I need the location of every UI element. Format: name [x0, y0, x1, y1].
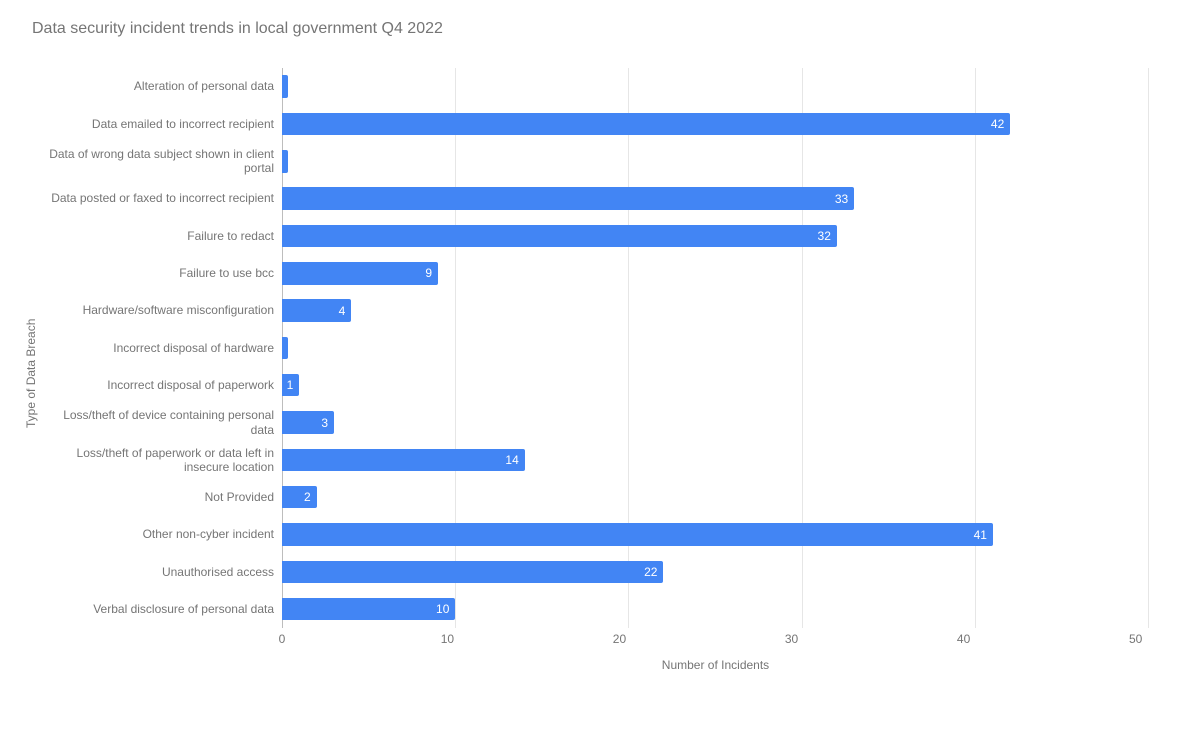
y-axis-label: Data posted or faxed to incorrect recipi… — [42, 180, 274, 217]
y-axis-label: Data of wrong data subject shown in clie… — [42, 143, 274, 180]
bar-value-label: 9 — [425, 266, 432, 280]
bar-row: 14 — [282, 441, 1149, 478]
bar-row: 32 — [282, 217, 1149, 254]
y-axis-title: Type of Data Breach — [20, 68, 42, 678]
y-axis-label: Loss/theft of paperwork or data left in … — [42, 441, 274, 478]
bar-value-label: 14 — [505, 453, 518, 467]
bar: 41 — [282, 523, 993, 545]
bar-value-label: 2 — [304, 490, 311, 504]
bar — [282, 337, 288, 359]
bar-value-label: 41 — [974, 528, 987, 542]
x-axis-tick: 10 — [441, 632, 454, 646]
x-axis-tick: 30 — [785, 632, 798, 646]
bar-value-label: 42 — [991, 117, 1004, 131]
bar: 32 — [282, 225, 837, 247]
y-axis-label: Data emailed to incorrect recipient — [42, 105, 274, 142]
bar: 10 — [282, 598, 455, 620]
x-axis-title: Number of Incidents — [282, 658, 1149, 672]
bars-zone: 4233329413142412210 01020304050 Number o… — [282, 68, 1149, 628]
bars-stack: 4233329413142412210 — [282, 68, 1149, 628]
bar: 1 — [282, 374, 299, 396]
bar-row — [282, 329, 1149, 366]
bar — [282, 150, 288, 172]
y-axis-label: Failure to use bcc — [42, 255, 274, 292]
bar: 22 — [282, 561, 663, 583]
y-axis-label: Not Provided — [42, 479, 274, 516]
bar: 9 — [282, 262, 438, 284]
y-axis-label: Incorrect disposal of paperwork — [42, 367, 274, 404]
plot-area: Type of Data Breach Alteration of person… — [20, 68, 1149, 678]
x-axis-tick: 40 — [957, 632, 970, 646]
bar-value-label: 1 — [287, 378, 294, 392]
bar-row: 9 — [282, 255, 1149, 292]
x-axis-tick: 50 — [1129, 632, 1142, 646]
bar-value-label: 22 — [644, 565, 657, 579]
bar-row: 41 — [282, 516, 1149, 553]
y-axis-label: Hardware/software misconfiguration — [42, 292, 274, 329]
bar-row — [282, 68, 1149, 105]
bar: 42 — [282, 113, 1010, 135]
bar-value-label: 32 — [818, 229, 831, 243]
bar: 14 — [282, 449, 525, 471]
y-axis-label: Alteration of personal data — [42, 68, 274, 105]
chart-container: Data security incident trends in local g… — [0, 0, 1179, 729]
bar-row: 4 — [282, 292, 1149, 329]
bar-row: 1 — [282, 367, 1149, 404]
y-axis-label: Unauthorised access — [42, 553, 274, 590]
x-axis-ticks: 0 10 20 30 40 50 — [282, 632, 1149, 646]
bar-value-label: 33 — [835, 192, 848, 206]
y-axis-label: Incorrect disposal of hardware — [42, 329, 274, 366]
bar: 4 — [282, 299, 351, 321]
bar: 2 — [282, 486, 317, 508]
y-axis-labels: Alteration of personal dataData emailed … — [42, 68, 282, 628]
bar-row: 3 — [282, 404, 1149, 441]
bar: 33 — [282, 187, 854, 209]
chart-title: Data security incident trends in local g… — [32, 20, 1149, 38]
bar-row: 42 — [282, 105, 1149, 142]
bar: 3 — [282, 411, 334, 433]
bar-row — [282, 143, 1149, 180]
bar-row: 2 — [282, 479, 1149, 516]
bar-value-label: 10 — [436, 602, 449, 616]
y-axis-label: Verbal disclosure of personal data — [42, 591, 274, 628]
bar-row: 22 — [282, 553, 1149, 590]
y-axis-label: Failure to redact — [42, 217, 274, 254]
bar-value-label: 4 — [339, 304, 346, 318]
bar — [282, 75, 288, 97]
bar-row: 33 — [282, 180, 1149, 217]
x-axis-tick: 20 — [613, 632, 626, 646]
bar-row: 10 — [282, 591, 1149, 628]
y-axis-label: Other non-cyber incident — [42, 516, 274, 553]
x-axis-tick: 0 — [279, 632, 286, 646]
bar-value-label: 3 — [321, 416, 328, 430]
y-axis-label: Loss/theft of device containing personal… — [42, 404, 274, 441]
